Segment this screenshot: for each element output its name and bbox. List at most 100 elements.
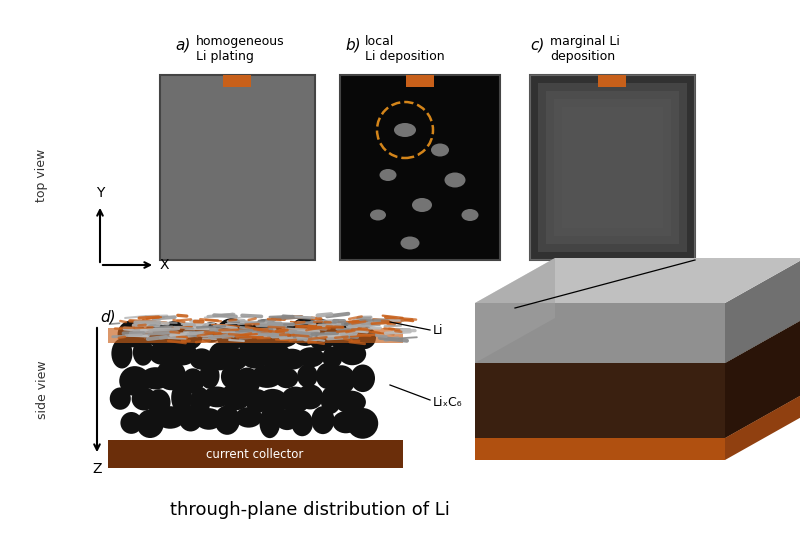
Polygon shape [475, 363, 725, 438]
Ellipse shape [431, 144, 449, 156]
Text: through-plane distribution of Li: through-plane distribution of Li [170, 501, 450, 519]
Ellipse shape [311, 406, 334, 434]
Ellipse shape [221, 383, 251, 410]
Bar [223, 75, 251, 87]
Text: c): c) [530, 38, 544, 53]
Text: b): b) [345, 38, 361, 53]
Text: top view: top view [35, 148, 49, 202]
Polygon shape [475, 393, 800, 438]
Text: side view: side view [35, 360, 49, 419]
Ellipse shape [240, 341, 270, 368]
Ellipse shape [190, 348, 214, 370]
Ellipse shape [258, 389, 288, 414]
Ellipse shape [321, 386, 341, 414]
Ellipse shape [290, 318, 321, 346]
Text: Z: Z [92, 462, 102, 476]
Polygon shape [725, 318, 800, 438]
Text: marginal Li: marginal Li [550, 35, 620, 48]
Text: Li: Li [433, 324, 443, 336]
Ellipse shape [147, 389, 170, 415]
Bar [562, 107, 663, 228]
Ellipse shape [412, 198, 432, 212]
Ellipse shape [316, 363, 338, 389]
Ellipse shape [246, 389, 270, 413]
Text: Li plating: Li plating [196, 50, 254, 63]
Bar [530, 75, 695, 260]
Polygon shape [725, 258, 800, 363]
Ellipse shape [259, 407, 280, 438]
Bar [546, 91, 679, 244]
Ellipse shape [216, 318, 247, 350]
Ellipse shape [178, 405, 202, 431]
Ellipse shape [322, 347, 342, 368]
Polygon shape [475, 318, 800, 363]
Bar [530, 75, 695, 260]
Ellipse shape [401, 237, 419, 249]
Ellipse shape [235, 407, 262, 428]
Ellipse shape [156, 359, 186, 390]
Ellipse shape [251, 365, 282, 388]
Ellipse shape [190, 387, 210, 417]
Text: homogeneous: homogeneous [196, 35, 285, 48]
Ellipse shape [118, 320, 146, 347]
Ellipse shape [110, 388, 131, 410]
Text: deposition: deposition [550, 50, 615, 63]
Ellipse shape [269, 324, 299, 347]
Ellipse shape [132, 387, 156, 411]
Ellipse shape [234, 367, 260, 396]
Ellipse shape [214, 405, 240, 435]
Ellipse shape [119, 366, 150, 396]
Ellipse shape [222, 348, 248, 371]
Text: local: local [365, 35, 394, 48]
Ellipse shape [350, 365, 375, 392]
Ellipse shape [199, 323, 222, 343]
Text: d): d) [100, 310, 116, 325]
Ellipse shape [121, 412, 142, 434]
Bar [108, 328, 403, 343]
Ellipse shape [275, 368, 298, 388]
Ellipse shape [462, 209, 478, 221]
Bar [554, 99, 671, 236]
Ellipse shape [250, 319, 282, 349]
Text: Li deposition: Li deposition [365, 50, 445, 63]
Ellipse shape [333, 411, 359, 433]
Ellipse shape [370, 209, 386, 221]
Bar [340, 75, 500, 260]
Ellipse shape [281, 387, 310, 413]
Ellipse shape [238, 323, 258, 354]
Text: LiₓC₆: LiₓC₆ [433, 396, 462, 409]
Polygon shape [475, 258, 555, 363]
Ellipse shape [445, 172, 466, 187]
Bar [538, 83, 687, 252]
Ellipse shape [291, 410, 313, 436]
Ellipse shape [297, 364, 318, 388]
Ellipse shape [137, 410, 164, 438]
Ellipse shape [144, 323, 167, 345]
Ellipse shape [155, 406, 185, 429]
Ellipse shape [275, 409, 299, 430]
Ellipse shape [111, 339, 133, 368]
Ellipse shape [329, 322, 359, 351]
Ellipse shape [195, 408, 222, 430]
Ellipse shape [182, 368, 204, 394]
Ellipse shape [379, 169, 397, 181]
Ellipse shape [335, 390, 366, 413]
Ellipse shape [338, 342, 366, 365]
Ellipse shape [352, 326, 376, 349]
Ellipse shape [278, 349, 306, 370]
Ellipse shape [199, 363, 219, 389]
Bar [598, 75, 626, 87]
Polygon shape [725, 393, 800, 460]
Ellipse shape [327, 365, 355, 395]
Text: Y: Y [96, 186, 104, 200]
Ellipse shape [297, 384, 323, 410]
Polygon shape [475, 438, 725, 460]
Ellipse shape [171, 382, 192, 413]
Ellipse shape [133, 339, 154, 366]
Polygon shape [475, 258, 800, 303]
Ellipse shape [297, 347, 324, 367]
Ellipse shape [394, 123, 416, 137]
Bar [108, 440, 403, 468]
Text: a): a) [175, 38, 190, 53]
Text: current collector: current collector [206, 447, 304, 460]
